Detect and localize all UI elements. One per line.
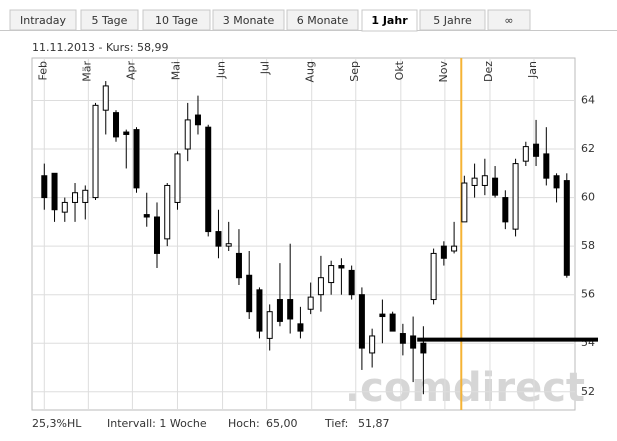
candle-body: [143, 214, 150, 218]
footer-range: 25,3%HL: [32, 417, 82, 430]
tab[interactable]: [80, 9, 139, 31]
candle-body: [297, 323, 304, 332]
watermark: .comdirect: [345, 365, 585, 411]
candle-body: [225, 243, 232, 247]
candle-body: [307, 296, 314, 310]
tab-label[interactable]: 5 Tage: [92, 14, 128, 27]
candle-body: [82, 189, 89, 203]
candle-body: [440, 245, 447, 259]
x-tick-label: Nov: [437, 61, 450, 83]
candle-body: [553, 175, 560, 189]
y-tick-label: 52: [581, 385, 595, 398]
candle-body: [399, 333, 406, 344]
candle-body: [543, 153, 550, 179]
y-tick-label: 60: [581, 191, 595, 204]
tab[interactable]: [142, 9, 211, 31]
tab[interactable]: [487, 9, 531, 31]
candle-body: [481, 175, 488, 186]
x-tick-label: Sep: [348, 61, 361, 82]
x-tick-label: Aug: [304, 61, 317, 82]
candle-body: [430, 252, 437, 301]
candle-body: [72, 192, 79, 203]
candle-body: [338, 265, 345, 269]
candle-body: [492, 177, 499, 196]
footer-low: 51,87: [358, 417, 390, 430]
tab[interactable]: [286, 9, 359, 31]
tab[interactable]: [212, 9, 285, 31]
candle-body: [379, 313, 386, 318]
candle-body: [133, 129, 140, 189]
candle-body: [317, 277, 324, 296]
candle-body: [389, 313, 396, 332]
candle-body: [215, 231, 222, 247]
candle-body: [102, 85, 109, 111]
tab-label[interactable]: 3 Monate: [223, 14, 275, 27]
candle-body: [522, 146, 529, 162]
x-tick-label: Okt: [393, 60, 406, 80]
x-tick-label: Jul: [259, 61, 272, 75]
tab-label[interactable]: 1 Jahr: [371, 14, 408, 27]
candle-body: [410, 335, 417, 349]
x-tick-label: Apr: [124, 61, 137, 81]
candle-body: [266, 311, 273, 339]
candle-body: [358, 294, 365, 349]
candle-body: [512, 163, 519, 230]
candle-body: [194, 114, 201, 126]
footer-interval: Intervall: 1 Woche: [107, 417, 207, 430]
candle-body: [471, 177, 478, 186]
x-tick-label: Jun: [215, 61, 228, 79]
candle-body: [420, 342, 427, 354]
y-tick-label: 62: [581, 142, 595, 155]
tab[interactable]: [361, 9, 418, 32]
candle-body: [164, 184, 171, 240]
x-tick-label: Mär: [80, 61, 93, 82]
plot-frame: [31, 57, 576, 411]
tab-label[interactable]: 6 Monate: [297, 14, 349, 27]
candle-body: [246, 274, 253, 313]
footer-high-label: Hoch:: [228, 417, 260, 430]
tab-label[interactable]: 5 Jahre: [433, 14, 472, 27]
y-tick-label: 56: [581, 288, 595, 301]
candle-body: [92, 104, 99, 199]
x-tick-label: Feb: [36, 61, 49, 80]
candle-body: [51, 172, 58, 211]
x-tick-label: Jan: [526, 61, 539, 79]
tab[interactable]: [9, 9, 77, 31]
x-tick-label: Mai: [169, 61, 182, 80]
candle-body: [502, 197, 509, 223]
candle-body: [153, 216, 160, 254]
footer-high: 65,00: [266, 417, 298, 430]
candle-body: [348, 269, 355, 296]
candle-body: [235, 252, 242, 279]
candle-body: [184, 119, 191, 150]
tab-label[interactable]: ∞: [504, 14, 513, 27]
candle-body: [328, 265, 335, 284]
chart-header: 11.11.2013 - Kurs: 58,99: [32, 41, 169, 54]
y-tick-label: 64: [581, 93, 595, 106]
tab[interactable]: [419, 9, 486, 31]
candle-body: [205, 126, 212, 233]
candle-body: [451, 245, 458, 252]
candle-body: [533, 143, 540, 157]
candle-body: [123, 131, 130, 135]
candle-body: [276, 299, 283, 322]
candle-body: [256, 289, 263, 332]
x-tick-label: Dez: [482, 61, 495, 82]
candle-body: [563, 180, 570, 276]
tab-label[interactable]: 10 Tage: [155, 14, 198, 27]
candle-body: [41, 175, 48, 199]
footer-low-label: Tief:: [324, 417, 348, 430]
candle-body: [61, 201, 68, 213]
candle-body: [287, 299, 294, 320]
tab-label[interactable]: Intraday: [20, 14, 67, 27]
candle-body: [369, 335, 376, 354]
y-tick-label: 58: [581, 239, 595, 252]
candle-body: [174, 153, 181, 203]
candle-body: [461, 182, 468, 223]
candle-body: [113, 112, 120, 138]
